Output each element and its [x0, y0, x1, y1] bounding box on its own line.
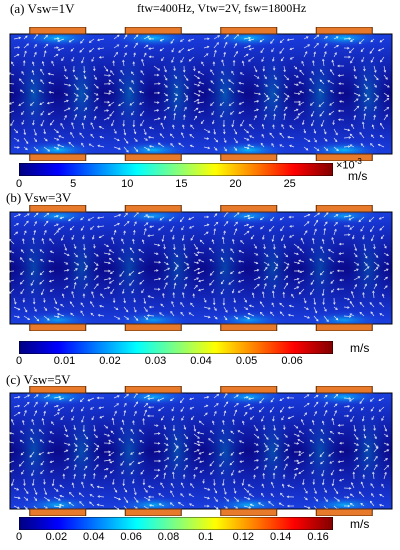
panel-b-label: (b) Vsw=3V: [6, 190, 72, 205]
bottom-electrode: [29, 508, 87, 516]
colorbar-tick-label: 0.04: [190, 355, 212, 367]
colorbar-tick-label: 0.06: [281, 355, 303, 367]
velocity-arrows: [8, 392, 390, 512]
colorbar-tick-label: 5: [70, 178, 77, 190]
vortex-glow: [12, 406, 55, 496]
vortex-glow: [299, 225, 342, 311]
vortex-glow: [108, 225, 151, 311]
vortex-glow: [299, 406, 342, 496]
panel-c-field: [8, 386, 394, 516]
figure-header: ftw=400Hz, Vtw=2V, fsw=1800Hz: [137, 1, 307, 15]
vortex-glow: [60, 406, 103, 496]
vortex-glow: [12, 48, 55, 140]
colorbar-tick-label: 0.06: [120, 531, 142, 543]
colorbar-tick-label: 0.12: [232, 531, 254, 543]
top-electrode: [315, 205, 373, 213]
colorbar-tick-label: 0.14: [269, 531, 292, 543]
bottom-electrode: [124, 323, 182, 331]
colorbar-b-ticks: 0 0.01 0.02 0.03 0.04 0.05 0.06: [15, 355, 333, 369]
colorbar-a-unit: m/s: [348, 169, 368, 183]
colorbar-tick-label: 0.02: [45, 531, 68, 543]
velocity-field-plot-b: [8, 205, 393, 331]
colorbar-a-multiplier: ×10-3: [336, 157, 362, 172]
bottom-electrode: [220, 153, 278, 161]
vortex-glow: [347, 48, 390, 140]
bottom-electrode: [315, 323, 373, 331]
top-electrode: [124, 27, 182, 35]
colorbar-tick-label: 20: [229, 178, 242, 190]
bottom-electrode: [124, 508, 182, 516]
top-electrode: [220, 205, 278, 213]
multiplier-exponent: -3: [354, 157, 362, 166]
bottom-electrode: [220, 508, 278, 516]
colorbar-tick-label: 0.08: [157, 531, 180, 543]
panel-b-field: [8, 205, 394, 331]
top-electrode: [220, 386, 278, 394]
vortex-glow: [251, 48, 294, 140]
top-electrode: [124, 386, 182, 394]
top-electrode: [220, 27, 278, 35]
vortex-glow: [203, 406, 246, 496]
vortex-glow: [251, 225, 294, 311]
colorbar-a-gradient: [18, 162, 334, 177]
vortex-glow: [299, 48, 342, 140]
panel-a-field: [8, 27, 394, 161]
velocity-arrows: [8, 33, 390, 153]
bottom-electrode: [29, 153, 87, 161]
vortex-glow: [156, 406, 199, 496]
colorbar-tick-label: 0.16: [307, 531, 329, 543]
vortex-glow: [203, 48, 246, 140]
colorbar-tick-label: 0: [15, 355, 23, 367]
bottom-electrode: [220, 323, 278, 331]
multiplier-base: ×10: [336, 159, 355, 172]
colorbar-tick-label: 0.02: [99, 355, 121, 367]
colorbar-fill: [18, 340, 334, 355]
bottom-electrode: [315, 508, 373, 516]
colorbar-tick-label: 0.03: [144, 355, 167, 367]
colorbar-tick-label: 0.04: [83, 531, 105, 543]
panel-c-label: (c) Vsw=5V: [6, 372, 71, 387]
velocity-field-plot-a: [8, 27, 393, 161]
colorbar-tick-label: 0.1: [198, 531, 214, 543]
vortex-glow: [347, 406, 390, 496]
colorbar-tick-label: 0.05: [235, 355, 258, 367]
top-electrode: [315, 386, 373, 394]
top-electrode: [29, 27, 87, 35]
top-electrode: [29, 386, 87, 394]
vortex-glow: [347, 225, 390, 311]
vortex-glow: [12, 225, 55, 311]
velocity-arrows: [8, 211, 390, 323]
vortex-glow: [251, 406, 294, 496]
panel-a-label: (a) Vsw=1V: [10, 1, 75, 16]
vortex-glow: [60, 225, 103, 311]
colorbar-tick-label: 0: [15, 178, 23, 190]
bottom-electrode: [29, 323, 87, 331]
top-electrode: [29, 205, 87, 213]
top-electrode: [124, 205, 182, 213]
colorbar-b-gradient: [18, 340, 334, 355]
vortex-glow: [108, 48, 151, 140]
bottom-electrode: [124, 153, 182, 161]
vortex-glow: [203, 225, 246, 311]
top-electrode: [315, 27, 373, 35]
velocity-field-plot-c: [8, 386, 393, 516]
colorbar-tick-label: 0: [15, 531, 23, 543]
colorbar-c-ticks: 0 0.02 0.04 0.06 0.08 0.1 0.12 0.14 0.16: [15, 531, 333, 545]
vortex-glow: [60, 48, 103, 140]
colorbar-fill: [18, 516, 334, 531]
colorbar-tick-label: 10: [121, 178, 134, 190]
colorbar-c-gradient: [18, 516, 334, 531]
bottom-electrode: [315, 153, 373, 161]
colorbar-b-unit: m/s: [350, 341, 370, 355]
colorbar-tick-label: 0.01: [53, 355, 76, 367]
colorbar-tick-label: 15: [175, 178, 188, 190]
colorbar-c-unit: m/s: [350, 517, 370, 531]
colorbar-a-ticks: 0 5 10 15 20 25: [15, 178, 333, 192]
colorbar-tick-label: 25: [283, 178, 296, 190]
vortex-glow: [108, 406, 151, 496]
colorbar-fill: [18, 162, 334, 177]
